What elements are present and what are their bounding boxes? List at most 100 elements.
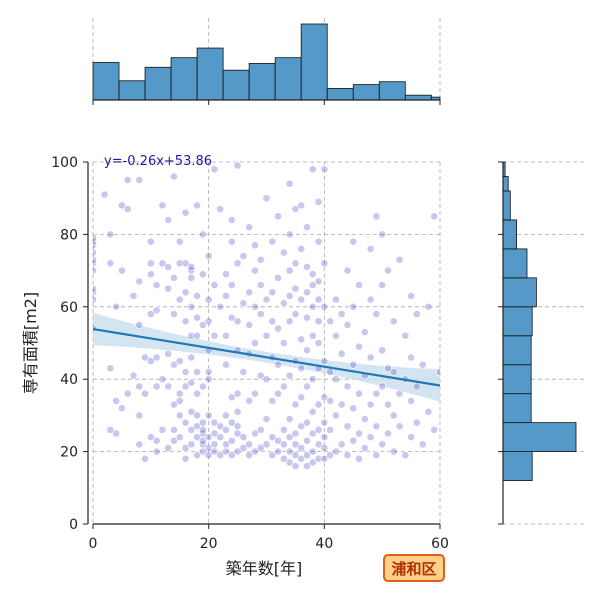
scatter-point <box>343 382 352 391</box>
scatter-point <box>308 302 317 311</box>
right-histogram-bar <box>502 248 528 279</box>
top-histogram-bar <box>248 63 276 101</box>
scatter-point <box>285 415 294 423</box>
top-histogram-bar <box>352 84 380 101</box>
scatter-point <box>372 389 381 398</box>
scatter-point <box>239 252 248 261</box>
scatter-point <box>366 433 375 442</box>
scatter-point <box>181 259 190 268</box>
scatter-point <box>175 295 184 304</box>
scatter-point <box>297 444 306 452</box>
scatter-point <box>175 237 184 246</box>
scatter-point <box>193 433 201 442</box>
scatter-point <box>210 331 219 340</box>
scatter-point <box>395 422 404 431</box>
scatter-point <box>164 444 173 452</box>
top-histogram-bar <box>300 23 328 101</box>
scatter-point <box>297 295 306 304</box>
scatter-point <box>308 270 317 279</box>
right-histogram-bar <box>502 335 532 366</box>
scatter-point <box>193 292 201 300</box>
area-badge: 浦和区 <box>383 554 445 582</box>
scatter-point <box>389 411 398 420</box>
area-badge-label: 浦和区 <box>391 560 436 578</box>
scatter-point <box>216 422 225 431</box>
scatter-point <box>204 411 213 420</box>
scatter-point <box>152 447 161 456</box>
scatter-point <box>314 440 323 449</box>
right-histogram-bar <box>502 364 532 395</box>
scatter-point <box>384 364 392 373</box>
scatter-point <box>204 433 213 442</box>
scatter-point <box>187 378 196 387</box>
scatter-point <box>326 317 335 326</box>
scatter-point <box>193 201 201 210</box>
y-axis-label: 専有面積[m2] <box>21 292 40 394</box>
scatter-point <box>245 397 254 405</box>
scatter-point <box>303 451 311 460</box>
scatter-point <box>256 281 265 289</box>
scatter-point <box>308 407 317 416</box>
scatter-point <box>355 389 363 398</box>
scatter-point <box>222 411 230 420</box>
scatter-point <box>222 425 230 434</box>
scatter-point <box>285 458 294 467</box>
right-histogram-bar <box>502 176 509 192</box>
scatter-point <box>141 353 149 362</box>
scatter-point <box>158 375 167 384</box>
top-histogram <box>92 18 441 105</box>
scatter-point <box>170 360 178 369</box>
scatter-point <box>175 411 184 420</box>
scatter-point <box>303 436 311 445</box>
scatter-point <box>331 375 340 384</box>
scatter-point <box>118 404 126 413</box>
scatter-point <box>279 248 288 257</box>
scatter-point <box>291 440 300 449</box>
scatter-point <box>308 375 317 384</box>
top-histogram-ticks <box>92 100 441 105</box>
scatter-point <box>331 447 340 456</box>
scatter-point <box>279 299 288 308</box>
right-histogram-bar <box>502 277 537 308</box>
scatter-point <box>320 165 329 174</box>
scatter-point <box>291 429 300 438</box>
scatter-point <box>175 357 184 365</box>
scatter-point <box>412 310 421 318</box>
scatter-point <box>268 317 277 326</box>
scatter-point <box>256 425 265 434</box>
scatter-point <box>216 433 225 442</box>
scatter-point <box>326 451 335 460</box>
scatter-point <box>100 190 109 199</box>
scatter-point <box>170 425 178 434</box>
scatter-point <box>251 266 259 275</box>
scatter-point <box>430 425 439 434</box>
scatter-point <box>320 357 329 365</box>
scatter-point <box>303 223 311 232</box>
scatter-point <box>378 382 387 391</box>
regression-equation: y=-0.26x+53.86 <box>104 154 212 169</box>
y-tick-label: 60 <box>60 300 78 316</box>
scatter-point <box>227 393 236 402</box>
scatter-point <box>93 259 97 268</box>
top-histogram-bar <box>170 57 198 101</box>
scatter-point <box>204 317 213 326</box>
scatter-point <box>285 371 294 380</box>
scatter-point <box>268 451 277 460</box>
top-histogram-bar <box>196 47 224 101</box>
scatter-point <box>285 433 294 442</box>
scatter-point <box>366 244 375 253</box>
scatter-point <box>308 165 317 174</box>
scatter-point <box>210 418 219 427</box>
scatter-point <box>204 295 213 304</box>
scatter-point <box>112 397 121 405</box>
scatter-point <box>308 447 317 456</box>
scatter-point <box>123 389 132 398</box>
right-histogram-bar <box>502 219 517 250</box>
scatter-point <box>384 266 392 275</box>
scatter-point <box>164 382 173 391</box>
scatter-point <box>407 353 415 362</box>
scatter-point <box>326 397 335 405</box>
scatter-point <box>135 440 144 449</box>
scatter-point <box>291 451 300 460</box>
scatter-point <box>135 176 144 184</box>
